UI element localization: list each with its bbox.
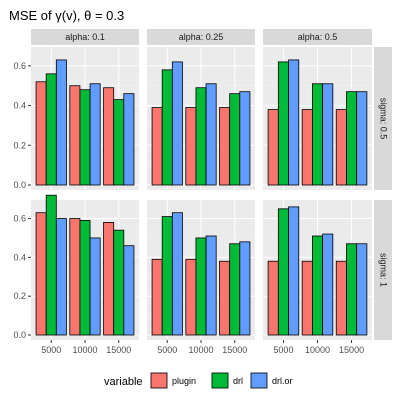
bar-drl-or	[356, 91, 368, 186]
bar-drl	[277, 61, 289, 186]
y-tick-label: 0.4	[13, 101, 26, 111]
bar-plugin	[69, 85, 81, 186]
bar-drl	[311, 83, 324, 186]
bar-plugin	[35, 212, 47, 336]
bar-drl	[195, 87, 207, 186]
x-tick-label: 5000	[41, 345, 61, 355]
facet-strip	[147, 29, 255, 45]
panels-layer: alpha: 0.1 alpha: 0.25 alpha: 0.5 sigma: 0.…	[13, 29, 392, 355]
bar-drl	[277, 208, 289, 336]
bar-drl-or	[288, 206, 300, 336]
x-tick-label: 15000	[106, 345, 131, 355]
bar-drl	[311, 235, 324, 336]
x-tick-label: 10000	[305, 345, 330, 355]
bar-drl	[346, 91, 358, 186]
bar-plugin	[301, 109, 313, 186]
facet-strip-label: sigma: 0.5	[379, 98, 389, 140]
x-tick-label: 5000	[273, 345, 293, 355]
bar-drl	[113, 229, 125, 336]
facet-strip	[263, 29, 372, 45]
y-tick-label: 0.2	[13, 291, 26, 301]
bar-drl-or	[205, 83, 217, 186]
legend-label: drl.or	[272, 376, 293, 386]
bar-plugin	[267, 260, 279, 336]
facet-strip-label: alpha: 0.5	[298, 32, 338, 42]
bar-drl	[229, 93, 241, 186]
bar-drl-or	[288, 59, 300, 186]
bar-drl	[79, 89, 91, 186]
bar-plugin	[185, 258, 197, 336]
facet-strip-label: sigma: 1	[379, 253, 389, 287]
bar-drl	[79, 220, 91, 336]
facet-strip-label: alpha: 0.1	[65, 32, 105, 42]
bar-drl	[45, 194, 57, 336]
facet-panel	[147, 200, 255, 340]
legend-label: plugin	[172, 376, 196, 386]
bar-drl-or	[239, 241, 251, 336]
bar-drl	[113, 99, 125, 186]
legend-label: drl	[233, 376, 243, 386]
x-tick-label: 5000	[157, 345, 177, 355]
bar-plugin	[35, 81, 47, 186]
bar-plugin	[335, 260, 347, 336]
bar-drl	[229, 243, 241, 336]
bar-drl-or	[171, 61, 183, 186]
legend: variable plugin drl drl.or	[104, 372, 293, 389]
y-tick-label: 0.6	[13, 61, 26, 71]
bar-drl-or	[55, 218, 67, 336]
legend-key-plugin	[150, 372, 168, 389]
bar-plugin	[151, 107, 163, 186]
bar-drl-or	[89, 83, 101, 186]
y-tick-label: 0.0	[13, 330, 26, 340]
bar-drl-or	[322, 233, 334, 336]
bar-plugin	[103, 222, 115, 336]
facet-strip	[374, 200, 392, 340]
bar-plugin	[151, 258, 163, 336]
bar-drl-or	[171, 212, 183, 336]
y-tick-label: 0.4	[13, 252, 26, 262]
bar-plugin	[301, 260, 313, 336]
x-tick-label: 10000	[72, 345, 97, 355]
facet-strip	[31, 29, 139, 45]
bar-drl-or	[123, 245, 135, 336]
x-tick-label: 15000	[222, 345, 247, 355]
facet-panel	[31, 194, 139, 340]
facet-strip-label: alpha: 0.25	[179, 32, 224, 42]
legend-title: variable	[104, 376, 143, 388]
bar-drl-or	[123, 93, 135, 186]
bar-drl	[161, 69, 173, 186]
y-tick-label: 0.2	[13, 140, 26, 150]
bar-plugin	[103, 87, 115, 186]
chart-title: MSE of γ(v), θ = 0.3	[9, 8, 124, 23]
facet-panel	[147, 47, 255, 190]
y-tick-label: 0.6	[13, 214, 26, 224]
bar-drl-or	[205, 235, 217, 336]
legend-key-drl	[211, 372, 229, 389]
x-tick-label: 15000	[339, 345, 364, 355]
bar-plugin	[335, 109, 347, 186]
bar-drl-or	[239, 91, 251, 186]
bar-plugin	[219, 107, 231, 186]
legend-key-drl-or	[250, 372, 268, 389]
bar-drl	[346, 243, 358, 336]
bar-plugin	[185, 107, 197, 186]
x-tick-label: 10000	[188, 345, 213, 355]
facet-panel	[31, 47, 139, 190]
bar-drl-or	[322, 83, 334, 186]
bar-plugin	[267, 109, 279, 186]
bar-plugin	[69, 218, 81, 336]
bar-drl-or	[356, 243, 368, 336]
bar-drl	[45, 73, 57, 186]
facet-panel	[263, 47, 372, 190]
bar-drl	[195, 237, 207, 336]
facet-strip	[374, 47, 392, 190]
bar-drl-or	[55, 59, 67, 186]
y-tick-label: 0.0	[13, 180, 26, 190]
bar-drl	[161, 216, 173, 336]
bar-plugin	[219, 260, 231, 336]
bar-drl-or	[89, 237, 101, 336]
facet-panel	[263, 200, 372, 340]
